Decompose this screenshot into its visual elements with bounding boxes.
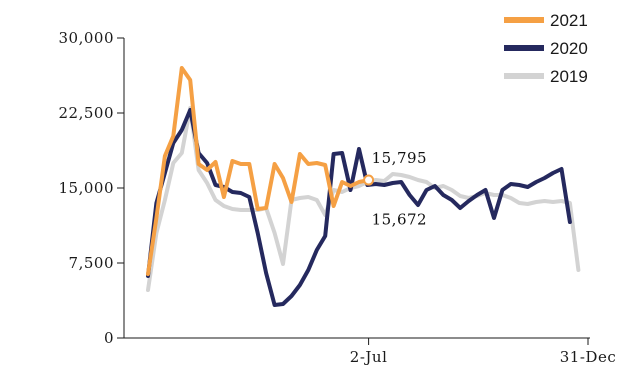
legend-label-2019: 2019 — [550, 67, 588, 86]
series-layer — [146, 66, 581, 307]
annotations: 15,795 15,672 — [363, 149, 428, 228]
annotation-label-2020: 15,672 — [372, 210, 428, 228]
x-ticks: 2-Jul 31-Dec — [350, 338, 616, 366]
x-tick-label: 31-Dec — [560, 348, 616, 366]
y-tick-label: 22,500 — [59, 104, 115, 122]
y-tick-label: 15,000 — [59, 179, 115, 197]
series-line-2021 — [146, 66, 371, 276]
y-tick-label: 7,500 — [69, 254, 114, 272]
x-tick-label: 2-Jul — [350, 348, 388, 366]
series-line-2020 — [146, 108, 572, 307]
y-tick-label: 0 — [104, 329, 114, 347]
series-line-2019 — [146, 106, 581, 292]
y-tick-label: 30,000 — [59, 29, 115, 47]
legend: 2021 2020 2019 — [504, 11, 588, 86]
y-ticks: 0 7,500 15,000 22,500 30,000 — [59, 29, 124, 347]
legend-label-2020: 2020 — [550, 39, 588, 58]
highlight-point-marker — [363, 174, 375, 186]
annotation-label-2021: 15,795 — [372, 149, 428, 167]
legend-label-2021: 2021 — [550, 11, 588, 30]
